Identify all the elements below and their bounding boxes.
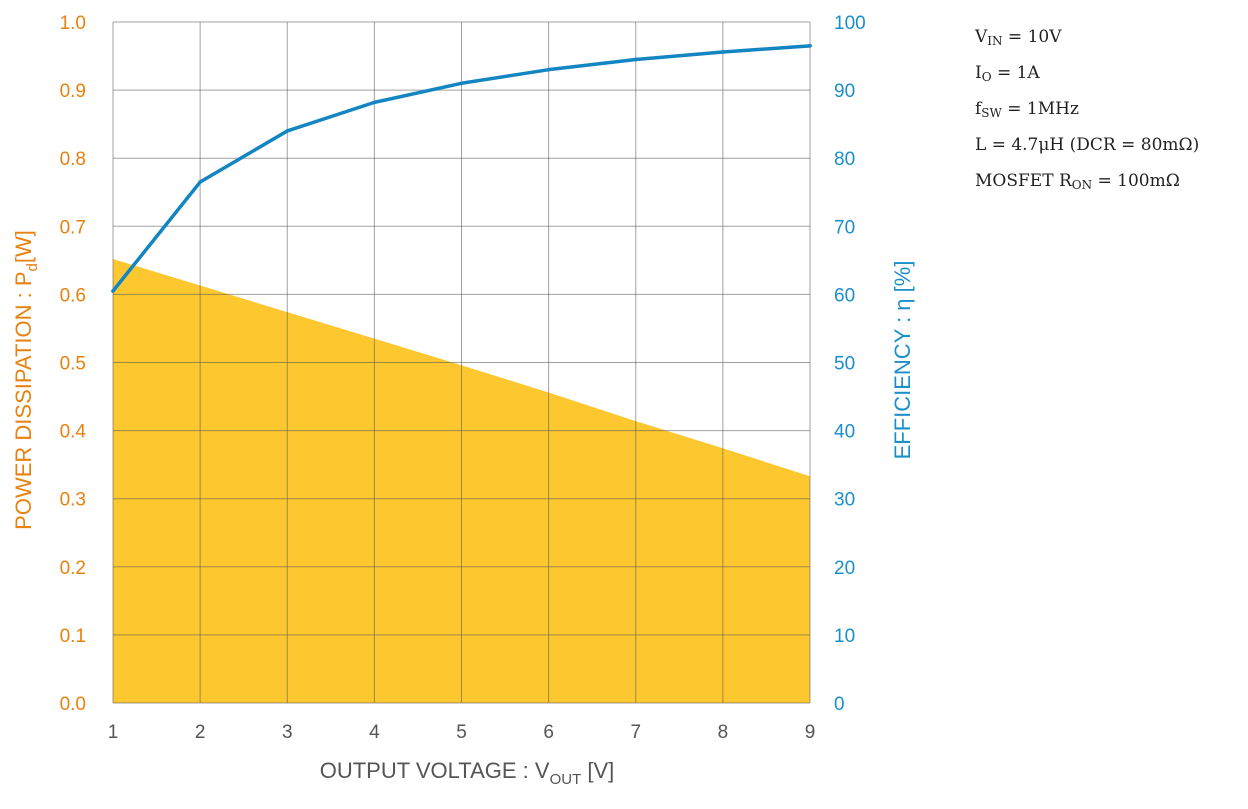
x-axis-title-main: OUTPUT VOLTAGE : V [320, 758, 550, 783]
condition-main: MOSFET R [975, 171, 1073, 191]
x-tick-label: 7 [630, 722, 641, 743]
condition-sub: ON [1072, 178, 1092, 192]
y-left-tick-label: 0.2 [60, 558, 86, 579]
y-right-tick-label: 50 [834, 354, 855, 375]
y-left-tick-label: 0.9 [60, 81, 86, 102]
condition-main: V [974, 27, 988, 47]
y-left-tick-label: 0.3 [60, 490, 86, 511]
x-tick-label: 6 [543, 722, 554, 743]
efficiency-point [372, 100, 377, 105]
efficiency-point [546, 67, 551, 72]
y-left-axis-title: POWER DISSIPATION : Pd[W] [11, 230, 41, 530]
y-right-tick-label: 20 [834, 558, 855, 579]
condition-line: MOSFET RON = 100mΩ [975, 171, 1180, 192]
x-tick-label: 9 [805, 722, 816, 743]
condition-rest: = 1MHz [1002, 99, 1079, 119]
condition-rest: = 10V [1003, 27, 1063, 47]
y-left-tick-label: 0.6 [60, 285, 86, 306]
efficiency-point [633, 57, 638, 62]
efficiency-point [111, 289, 115, 293]
line-layer [111, 44, 812, 293]
y-left-tick-label: 0.5 [60, 354, 86, 375]
y-right-tick-label: 90 [834, 81, 855, 102]
y-right-tick-label: 70 [834, 217, 855, 238]
x-axis-title: OUTPUT VOLTAGE : VOUT [V] [320, 758, 615, 788]
y-left-tick-label: 1.0 [60, 13, 86, 34]
condition-sub: IN [987, 34, 1002, 48]
condition-rest: = 100mΩ [1092, 171, 1180, 191]
y-left-axis-title-unit: [W] [11, 230, 36, 263]
condition-line: fSW = 1MHz [975, 99, 1079, 120]
y-right-tick-label: 10 [834, 626, 855, 647]
condition-rest: = 1A [992, 63, 1041, 83]
y-right-tick-label: 0 [834, 694, 845, 715]
y-right-tick-label: 80 [834, 149, 855, 170]
x-tick-label: 3 [282, 722, 293, 743]
y-left-tick-label: 0.0 [60, 694, 86, 715]
x-tick-label: 1 [108, 722, 119, 743]
efficiency-point [285, 129, 290, 133]
y-right-tick-label: 100 [834, 13, 866, 34]
y-right-tick-label: 30 [834, 490, 855, 511]
condition-sub: O [982, 70, 992, 84]
y-left-axis-title-sub: d [24, 263, 41, 271]
y-right-tick-label: 40 [834, 422, 855, 443]
y-left-axis-title-main: POWER DISSIPATION : P [11, 272, 36, 530]
y-left-tick-label: 0.4 [60, 422, 87, 443]
efficiency-point [721, 50, 725, 54]
condition-line: IO = 1A [975, 63, 1040, 84]
x-tick-label: 8 [718, 722, 729, 743]
condition-sub: SW [981, 106, 1002, 120]
condition-line: VIN = 10V [974, 27, 1062, 48]
x-axis-title-sub: OUT [550, 771, 582, 788]
grid-layer [112, 21, 811, 704]
efficiency-point [808, 44, 812, 48]
y-left-tick-label: 0.8 [60, 149, 86, 170]
y-left-tick-label: 0.7 [60, 217, 86, 238]
y-right-tick-label: 60 [834, 285, 855, 306]
tick-layer: 0.0 0.1 0.2 0.3 0.4 0.5 0.6 0.7 0.8 0.9 1.0 0 10 20 30… [60, 13, 866, 743]
condition-main: f [975, 99, 983, 119]
efficiency-point [198, 180, 202, 184]
x-axis-title-unit: [V] [581, 758, 614, 783]
x-tick-label: 2 [195, 722, 206, 743]
condition-line: L = 4.7μH (DCR = 80mΩ) [975, 135, 1199, 155]
x-tick-label: 5 [456, 722, 467, 743]
condition-main: I [975, 63, 982, 83]
y-right-axis-title: EFFICIENCY : η [%] [890, 261, 915, 460]
condition-main: L = 4.7μH (DCR = 80mΩ) [975, 135, 1199, 155]
y-left-tick-label: 0.1 [60, 626, 86, 647]
efficiency-point [459, 81, 464, 86]
x-tick-label: 4 [369, 722, 380, 743]
test-conditions: VIN = 10V IO = 1A fSW = 1MHz L = 4.7μH (DCR… [974, 27, 1199, 192]
